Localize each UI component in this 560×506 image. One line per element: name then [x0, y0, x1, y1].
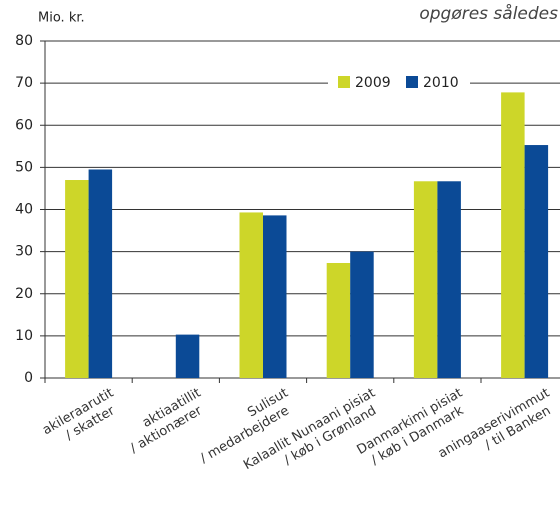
- bar: [350, 251, 374, 378]
- bar: [413, 181, 438, 378]
- y-tick-label: 70: [15, 75, 33, 91]
- x-tick-label: akileraarutit/ skatter: [40, 386, 118, 444]
- legend-swatch: [338, 76, 350, 88]
- x-tick-label-line: / medarbejdere: [198, 403, 292, 466]
- bar: [437, 181, 461, 378]
- legend-label: 2010: [423, 75, 459, 91]
- bar: [239, 212, 263, 378]
- y-tick-label: 10: [15, 328, 33, 344]
- y-tick-label: 40: [15, 202, 33, 218]
- legend-swatch: [406, 76, 418, 88]
- bar: [326, 262, 351, 378]
- bar: [524, 145, 549, 378]
- y-tick-label: 80: [15, 33, 33, 49]
- bar: [175, 334, 200, 378]
- y-tick-label: 20: [15, 286, 33, 302]
- bar: [263, 215, 287, 378]
- y-tick-label: 60: [15, 117, 33, 133]
- y-axis-label: Mio. kr.: [38, 11, 85, 26]
- bar: [65, 180, 89, 378]
- bar: [501, 92, 525, 378]
- y-tick-label: 30: [15, 244, 33, 260]
- annotation: opgøres således: [419, 3, 558, 24]
- legend-box: [328, 67, 470, 97]
- x-tick-label: aktiaatillit/ aktionærer: [128, 386, 205, 457]
- y-tick-label: 0: [24, 370, 33, 386]
- y-tick-label: 50: [15, 159, 33, 175]
- bar: [88, 169, 113, 378]
- legend-label: 2009: [355, 75, 391, 91]
